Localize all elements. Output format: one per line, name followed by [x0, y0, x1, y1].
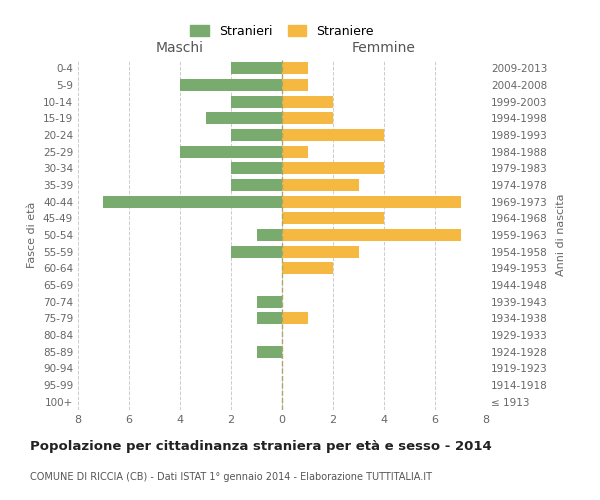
Bar [282, 262, 333, 274]
Bar [282, 96, 333, 108]
Bar [180, 146, 282, 158]
Bar [282, 196, 461, 207]
Bar [282, 179, 359, 191]
Bar [257, 296, 282, 308]
Bar [257, 312, 282, 324]
Y-axis label: Anni di nascita: Anni di nascita [556, 194, 566, 276]
Bar [282, 229, 461, 241]
Bar [282, 312, 308, 324]
Bar [231, 96, 282, 108]
Bar [231, 129, 282, 141]
Bar [104, 196, 282, 207]
Bar [231, 62, 282, 74]
Y-axis label: Fasce di età: Fasce di età [28, 202, 37, 268]
Bar [282, 212, 384, 224]
Bar [257, 229, 282, 241]
Bar [231, 179, 282, 191]
Legend: Stranieri, Straniere: Stranieri, Straniere [184, 18, 380, 44]
Text: Popolazione per cittadinanza straniera per età e sesso - 2014: Popolazione per cittadinanza straniera p… [30, 440, 492, 453]
Bar [282, 79, 308, 91]
Text: Femmine: Femmine [352, 41, 416, 55]
Bar [282, 112, 333, 124]
Text: COMUNE DI RICCIA (CB) - Dati ISTAT 1° gennaio 2014 - Elaborazione TUTTITALIA.IT: COMUNE DI RICCIA (CB) - Dati ISTAT 1° ge… [30, 472, 432, 482]
Bar [282, 246, 359, 258]
Bar [282, 62, 308, 74]
Bar [282, 146, 308, 158]
Bar [282, 129, 384, 141]
Bar [257, 346, 282, 358]
Text: Maschi: Maschi [156, 41, 204, 55]
Bar [206, 112, 282, 124]
Bar [231, 162, 282, 174]
Bar [180, 79, 282, 91]
Bar [282, 162, 384, 174]
Bar [231, 246, 282, 258]
